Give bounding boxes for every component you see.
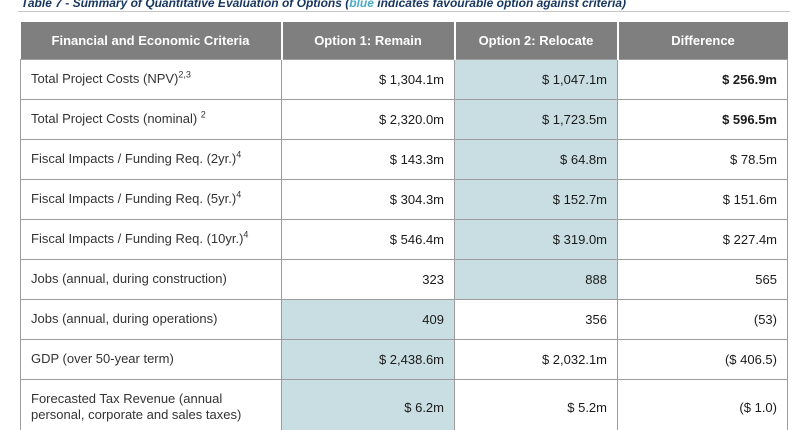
footnote-superscript: 2,3 bbox=[178, 70, 191, 81]
criteria-cell: Fiscal Impacts / Funding Req. (10yr.)4 bbox=[20, 219, 282, 260]
option2-cell: $ 5.2m bbox=[454, 379, 618, 430]
difference-cell: $ 227.4m bbox=[617, 219, 788, 260]
header-row: Financial and Economic Criteria Option 1… bbox=[20, 22, 788, 60]
option2-cell: $ 1,723.5m bbox=[454, 99, 618, 140]
table-row: Jobs (annual, during construction) 323 8… bbox=[20, 259, 788, 300]
caption-underline bbox=[18, 11, 790, 12]
criteria-cell: Total Project Costs (nominal) 2 bbox=[20, 99, 282, 140]
table-row: Jobs (annual, during operations) 409 356… bbox=[20, 299, 788, 340]
footnote-superscript: 4 bbox=[243, 230, 249, 241]
header-option1: Option 1: Remain bbox=[280, 22, 456, 60]
table-row: Fiscal Impacts / Funding Req. (10yr.)4 $… bbox=[20, 219, 788, 260]
footnote-superscript: 4 bbox=[236, 150, 242, 161]
option1-cell: $ 2,320.0m bbox=[281, 99, 455, 140]
header-criteria: Financial and Economic Criteria bbox=[20, 22, 283, 60]
criteria-label: Fiscal Impacts / Funding Req. (10yr.) bbox=[31, 231, 244, 247]
difference-cell: $ 256.9m bbox=[617, 59, 788, 100]
option1-cell: $ 304.3m bbox=[281, 179, 455, 220]
difference-cell: 565 bbox=[617, 259, 788, 300]
criteria-label: Forecasted Tax Revenue (annual personal,… bbox=[31, 390, 242, 422]
criteria-cell: Total Project Costs (NPV)2,3 bbox=[20, 59, 282, 100]
option1-cell: $ 546.4m bbox=[281, 219, 455, 260]
option2-cell: 888 bbox=[454, 259, 618, 300]
difference-cell: $ 151.6m bbox=[617, 179, 788, 220]
criteria-cell: Fiscal Impacts / Funding Req. (2yr.)4 bbox=[20, 139, 282, 180]
difference-cell: $ 596.5m bbox=[617, 99, 788, 140]
criteria-cell: Jobs (annual, during construction) bbox=[20, 259, 282, 300]
table-row: Total Project Costs (NPV)2,3 $ 1,304.1m … bbox=[20, 59, 788, 100]
criteria-label: Jobs (annual, during construction) bbox=[31, 271, 227, 287]
option2-cell: $ 64.8m bbox=[454, 139, 618, 180]
table-row: Total Project Costs (nominal) 2 $ 2,320.… bbox=[20, 99, 788, 140]
option2-cell: $ 152.7m bbox=[454, 179, 618, 220]
table-row: Fiscal Impacts / Funding Req. (2yr.)4 $ … bbox=[20, 139, 788, 180]
option2-cell: 356 bbox=[454, 299, 618, 340]
criteria-label: Fiscal Impacts / Funding Req. (2yr.) bbox=[31, 151, 237, 167]
criteria-cell: Forecasted Tax Revenue (annual personal,… bbox=[20, 379, 282, 430]
header-option2: Option 2: Relocate bbox=[453, 22, 619, 60]
table-caption: Table 7 - Summary of Quantitative Evalua… bbox=[21, 0, 626, 10]
option1-cell: 323 bbox=[281, 259, 455, 300]
option1-cell: $ 2,438.6m bbox=[281, 339, 455, 380]
header-difference: Difference bbox=[616, 22, 788, 60]
table-row: GDP (over 50-year term) $ 2,438.6m $ 2,0… bbox=[20, 339, 788, 380]
criteria-label: Total Project Costs (nominal) bbox=[31, 111, 201, 127]
option1-cell: $ 1,304.1m bbox=[281, 59, 455, 100]
difference-cell: $ 78.5m bbox=[617, 139, 788, 180]
difference-cell: ($ 1.0) bbox=[617, 379, 788, 430]
option2-cell: $ 1,047.1m bbox=[454, 59, 618, 100]
criteria-label: Fiscal Impacts / Funding Req. (5yr.) bbox=[31, 191, 237, 207]
difference-cell: (53) bbox=[617, 299, 788, 340]
criteria-label: GDP (over 50-year term) bbox=[31, 351, 174, 367]
option2-cell: $ 319.0m bbox=[454, 219, 618, 260]
option1-cell: $ 6.2m bbox=[281, 379, 455, 430]
footnote-superscript: 2 bbox=[200, 110, 206, 121]
caption-prefix: Table 7 - Summary of Quantitative Evalua… bbox=[21, 0, 350, 10]
table-row: Fiscal Impacts / Funding Req. (5yr.)4 $ … bbox=[20, 179, 788, 220]
criteria-label: Jobs (annual, during operations) bbox=[31, 311, 218, 327]
caption-highlight-word: blue bbox=[349, 0, 374, 10]
evaluation-table: Financial and Economic Criteria Option 1… bbox=[20, 22, 788, 430]
footnote-superscript: 4 bbox=[236, 190, 242, 201]
option1-cell: $ 143.3m bbox=[281, 139, 455, 180]
criteria-cell: GDP (over 50-year term) bbox=[20, 339, 282, 380]
table-row: Forecasted Tax Revenue (annual personal,… bbox=[20, 379, 788, 430]
caption-suffix: indicates favourable option against crit… bbox=[373, 0, 626, 10]
option2-cell: $ 2,032.1m bbox=[454, 339, 618, 380]
criteria-label: Total Project Costs (NPV) bbox=[31, 71, 179, 87]
criteria-cell: Fiscal Impacts / Funding Req. (5yr.)4 bbox=[20, 179, 282, 220]
criteria-cell: Jobs (annual, during operations) bbox=[20, 299, 282, 340]
option1-cell: 409 bbox=[281, 299, 455, 340]
difference-cell: ($ 406.5) bbox=[617, 339, 788, 380]
